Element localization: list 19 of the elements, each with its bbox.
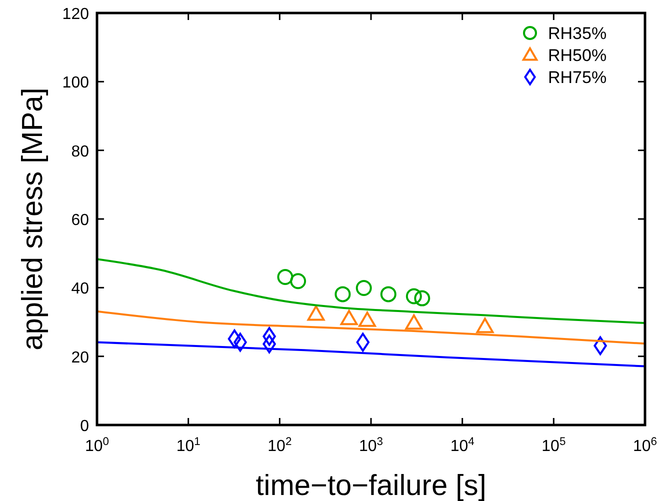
y-tick-label: 80: [71, 143, 90, 160]
legend-label: RH35%: [548, 24, 607, 43]
y-tick-label: 120: [62, 6, 90, 23]
x-tick-label: 10$^{3}$: [358, 436, 384, 455]
x-tick-label: 10$^{6}$: [632, 436, 658, 455]
y-tick-label: 100: [62, 74, 90, 92]
y-tick-label: 60: [71, 212, 90, 229]
x-tick-label: 10$^{2}$: [268, 436, 292, 455]
x-tick-label: 10$^{0}$: [84, 436, 110, 455]
y-tick-label: 0: [80, 418, 90, 435]
x-axis-title: time−to−failure [s]: [256, 470, 486, 501]
y-tick-label: 40: [71, 280, 90, 298]
legend-label: RH50%: [548, 46, 607, 65]
y-tick-label: 20: [71, 349, 90, 366]
x-tick-label: 10$^{5}$: [542, 436, 566, 455]
x-tick-label: 10$^{4}$: [450, 436, 474, 455]
legend-label: RH75%: [548, 68, 607, 87]
x-tick-label: 10$^{1}$: [176, 436, 200, 455]
y-axis-title: applied stress [MPa]: [17, 88, 49, 350]
